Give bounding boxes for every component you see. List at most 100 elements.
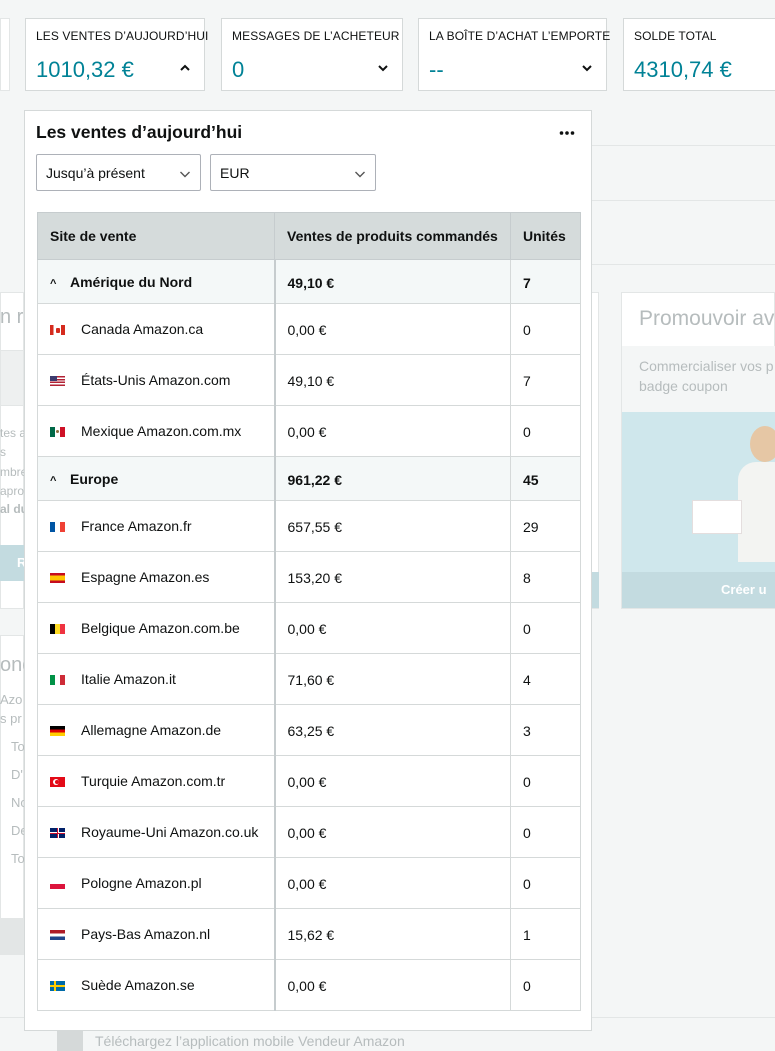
promo-text-1: Commercialiser vos p	[639, 358, 774, 374]
flag-es-icon	[50, 573, 65, 583]
flag-tr-icon	[50, 777, 65, 787]
currency-select-value: EUR	[220, 165, 250, 181]
card-label: SOLDE TOTAL	[634, 29, 717, 43]
card-value: 4310,74 €	[634, 57, 732, 82]
table-row: Espagne Amazon.es 153,20 €8	[37, 551, 581, 603]
mobile-app-hint-text: Téléchargez l’application mobile Vendeur…	[95, 1033, 405, 1049]
chevron-up-icon[interactable]	[178, 61, 192, 75]
card-buy-box[interactable]: LA BOÎTE D’ACHAT L’EMPORTE --	[418, 18, 610, 91]
site-units: 0	[510, 405, 581, 457]
flag-mx-icon	[50, 427, 65, 437]
currency-select[interactable]: EUR	[210, 154, 376, 191]
region-name: Europe	[70, 470, 119, 487]
col-header-units: Unités	[510, 212, 581, 260]
region-cell: ^ Europe	[37, 456, 276, 501]
site-sales: 15,62 €	[274, 908, 511, 960]
background-left-strip	[0, 18, 10, 91]
flag-se-icon	[50, 981, 65, 991]
table-row: Pays-Bas Amazon.nl 15,62 €1	[37, 908, 581, 960]
site-sales: 657,55 €	[274, 500, 511, 552]
site-name: États-Unis Amazon.com	[81, 372, 231, 388]
site-sales: 153,20 €	[274, 551, 511, 603]
site-sales: 0,00 €	[274, 857, 511, 909]
site-units: 0	[510, 959, 581, 1011]
site-name: Italie Amazon.it	[81, 671, 176, 687]
card-buyer-messages[interactable]: MESSAGES DE L’ACHETEUR 0	[221, 18, 403, 91]
background-left-side-3: aprov	[0, 484, 31, 498]
caret-up-icon[interactable]: ^	[50, 277, 57, 290]
background-left-side-2: mbre	[0, 465, 28, 479]
site-name: Allemagne Amazon.de	[81, 722, 222, 738]
table-row: Canada Amazon.ca 0,00 €0	[37, 303, 581, 355]
site-cell: Suède Amazon.se	[37, 959, 276, 1011]
background-left-list-5: De	[11, 823, 28, 838]
site-units: 4	[510, 653, 581, 705]
amazon-app-icon	[57, 1031, 83, 1051]
site-units: 29	[510, 500, 581, 552]
background-left-image	[0, 350, 24, 406]
background-left-button: R	[0, 545, 26, 581]
site-cell: Allemagne Amazon.de	[37, 704, 276, 756]
site-name: Turquie Amazon.com.tr	[81, 773, 226, 789]
caret-up-icon[interactable]: ^	[50, 474, 57, 487]
site-name: Mexique Amazon.com.mx	[81, 423, 242, 439]
card-value: 1010,32 €	[36, 57, 134, 82]
card-total-balance[interactable]: SOLDE TOTAL 4310,74 €	[623, 18, 775, 91]
background-divider-2	[592, 200, 775, 201]
table-row: Belgique Amazon.com.be 0,00 €0	[37, 602, 581, 654]
site-name: Royaume-Uni Amazon.co.uk	[81, 824, 259, 840]
site-cell: Espagne Amazon.es	[37, 551, 276, 603]
background-left-list-2: To	[11, 739, 25, 754]
region-units: 45	[510, 456, 581, 501]
promo-title: Promouvoir av	[639, 307, 775, 330]
site-cell: Royaume-Uni Amazon.co.uk	[37, 806, 276, 858]
card-todays-sales[interactable]: LES VENTES D’AUJOURD’HUI 1010,32 €	[25, 18, 209, 91]
site-units: 0	[510, 303, 581, 355]
more-dots-icon[interactable]	[559, 125, 575, 139]
table-row: États-Unis Amazon.com 49,10 €7	[37, 354, 581, 406]
site-cell: Pays-Bas Amazon.nl	[37, 908, 276, 960]
site-cell: Pologne Amazon.pl	[37, 857, 276, 909]
chevron-down-icon	[179, 167, 191, 179]
period-select[interactable]: Jusqu’à présent	[36, 154, 201, 191]
region-sales: 961,22 €	[274, 456, 511, 501]
background-middle-button	[590, 572, 599, 608]
background-left-list-4: No	[11, 795, 28, 810]
site-sales: 71,60 €	[274, 653, 511, 705]
site-name: Pays-Bas Amazon.nl	[81, 926, 211, 942]
region-row[interactable]: ^ Europe 961,22 €45	[37, 456, 581, 501]
period-select-value: Jusqu’à présent	[46, 165, 145, 181]
background-left-list-1: s pr	[0, 711, 22, 726]
flag-de-icon	[50, 726, 65, 736]
flag-fr-icon	[50, 522, 65, 532]
site-cell: Turquie Amazon.com.tr	[37, 755, 276, 807]
background-widget-left-2	[0, 635, 24, 955]
site-sales: 0,00 €	[274, 602, 511, 654]
table-row: Allemagne Amazon.de 63,25 €3	[37, 704, 581, 756]
region-units: 7	[510, 259, 581, 304]
promo-image	[622, 412, 775, 572]
flag-gb-icon	[50, 828, 65, 838]
card-label: LES VENTES D’AUJOURD’HUI	[36, 29, 209, 43]
chevron-down-icon[interactable]	[580, 61, 594, 75]
background-left-list-0: Azo	[0, 692, 23, 707]
region-row[interactable]: ^ Amérique du Nord 49,10 €7	[37, 259, 581, 304]
site-sales: 63,25 €	[274, 704, 511, 756]
site-sales: 49,10 €	[274, 354, 511, 406]
panel-title: Les ventes d’aujourd’hui	[36, 122, 243, 142]
flag-pl-icon	[50, 879, 65, 889]
table-row: Turquie Amazon.com.tr 0,00 €0	[37, 755, 581, 807]
table-header-row: Site de vente Ventes de produits command…	[37, 212, 581, 260]
background-left-side-4: al du	[0, 502, 29, 516]
background-left-side-1: s	[0, 445, 6, 459]
site-sales: 0,00 €	[274, 405, 511, 457]
background-divider-1	[592, 145, 775, 146]
background-left-bar	[0, 918, 24, 954]
chevron-down-icon[interactable]	[376, 61, 390, 75]
mobile-app-hint: Téléchargez l’application mobile Vendeur…	[57, 1031, 405, 1051]
region-sales: 49,10 €	[274, 259, 511, 304]
todays-sales-popover: Les ventes d’aujourd’hui Jusqu’à présent…	[24, 110, 592, 1031]
table-row: Pologne Amazon.pl 0,00 €0	[37, 857, 581, 909]
card-value: --	[429, 57, 444, 82]
promo-text-2: badge coupon	[639, 378, 728, 394]
